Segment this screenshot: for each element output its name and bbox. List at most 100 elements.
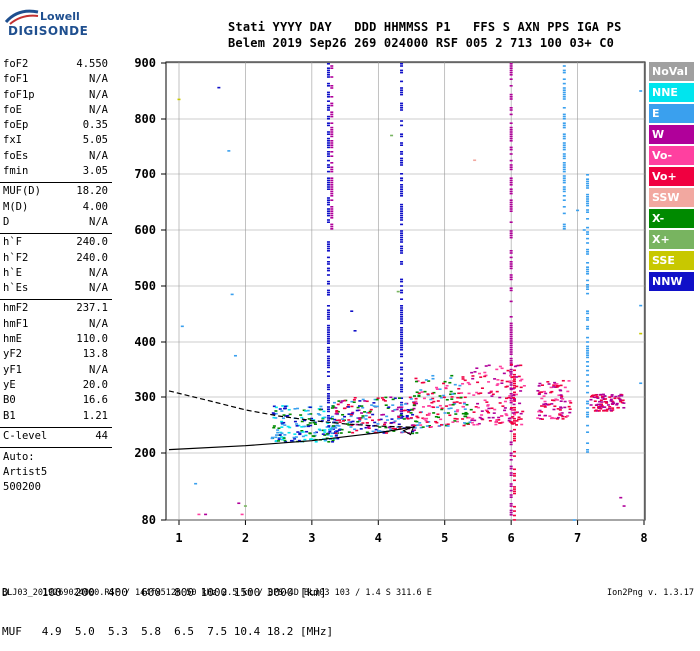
echo-point [400,69,404,72]
echo-point [586,180,590,183]
echo-point [509,368,513,371]
echo-point [400,313,404,316]
echo-point [274,406,278,409]
echo-point [509,300,513,303]
echo-point [330,115,334,118]
echo-point [436,406,440,409]
param-name: foF1 [3,73,29,86]
echo-point [509,324,513,327]
echo-point [400,280,404,283]
echo-point [327,440,331,443]
echo-point [330,113,334,116]
echo-point [400,120,404,122]
echo-point [512,468,516,471]
echo-point [452,401,456,404]
echo-point [326,69,330,72]
echo-point [335,430,339,433]
echo-point [417,392,421,394]
echo-point [600,401,604,403]
echo-point [509,250,513,252]
echo-point [271,412,275,414]
echo-point [400,329,404,331]
echo-point [500,382,504,385]
echo-point [413,426,417,429]
echo-point [335,409,339,412]
echo-point [562,71,566,74]
echo-point [586,350,590,352]
echo-point [586,253,590,255]
echo-point [353,428,357,431]
echo-point [400,153,404,155]
echo-point [562,69,566,72]
echo-point [389,396,393,399]
echo-point [286,425,290,428]
echo-point [318,429,322,432]
echo-point [615,403,619,406]
echo-point [429,398,433,401]
echo-point [326,375,330,377]
echo-point [548,415,552,417]
echo-point [326,181,330,184]
echo-point [330,104,334,107]
echo-point [495,384,499,387]
echo-point [326,115,330,118]
echo-point [326,243,330,245]
echo-point [601,406,605,408]
echo-point [542,403,546,406]
echo-point [397,415,401,418]
echo-point [512,435,516,438]
echo-point [509,265,513,267]
echo-point [540,391,544,393]
echo-point [326,291,330,294]
echo-point [509,230,513,232]
echo-point [494,421,498,423]
echo-point [427,412,431,415]
echo-point [492,412,496,414]
echo-point [326,355,330,358]
echo-point [555,399,559,401]
param-value: 16.6 [82,394,108,407]
echo-point [331,426,335,429]
echo-point [303,425,307,428]
echo-point [326,118,330,120]
echo-point [614,395,618,398]
echo-point [400,377,404,380]
echo-point [414,397,418,400]
echo-point [274,417,278,419]
echo-point [425,425,429,427]
echo-point [416,416,420,419]
echo-point [274,412,278,415]
echo-point [509,181,513,184]
echo-point [586,312,590,315]
legend-item-x-: X+ [649,230,694,249]
echo-point [326,133,330,135]
echo-point [512,510,516,512]
echo-point [552,386,556,388]
echo-point [400,318,404,320]
echo-point [446,423,450,426]
echo-point [604,398,608,400]
echo-point [326,197,330,199]
echo-point [610,394,614,396]
echo-point [485,401,489,403]
echo-point [445,405,449,407]
echo-point [562,166,566,168]
echo-point [586,251,590,253]
echo-point [499,422,503,424]
echo-point [460,392,464,394]
echo-point [326,406,330,408]
echo-point [384,396,388,399]
echo-point [483,375,487,378]
echo-point [443,412,447,414]
echo-point [426,393,430,395]
echo-point [335,412,339,415]
echo-point [586,424,590,427]
param-row: foEp 0.35 [0,119,112,134]
echo-point [509,349,513,351]
echo-point [309,424,313,427]
echo-point [562,142,566,144]
echo-point [390,418,394,420]
echo-point [478,416,482,419]
echo-point [340,428,344,431]
echo-point [562,78,566,80]
